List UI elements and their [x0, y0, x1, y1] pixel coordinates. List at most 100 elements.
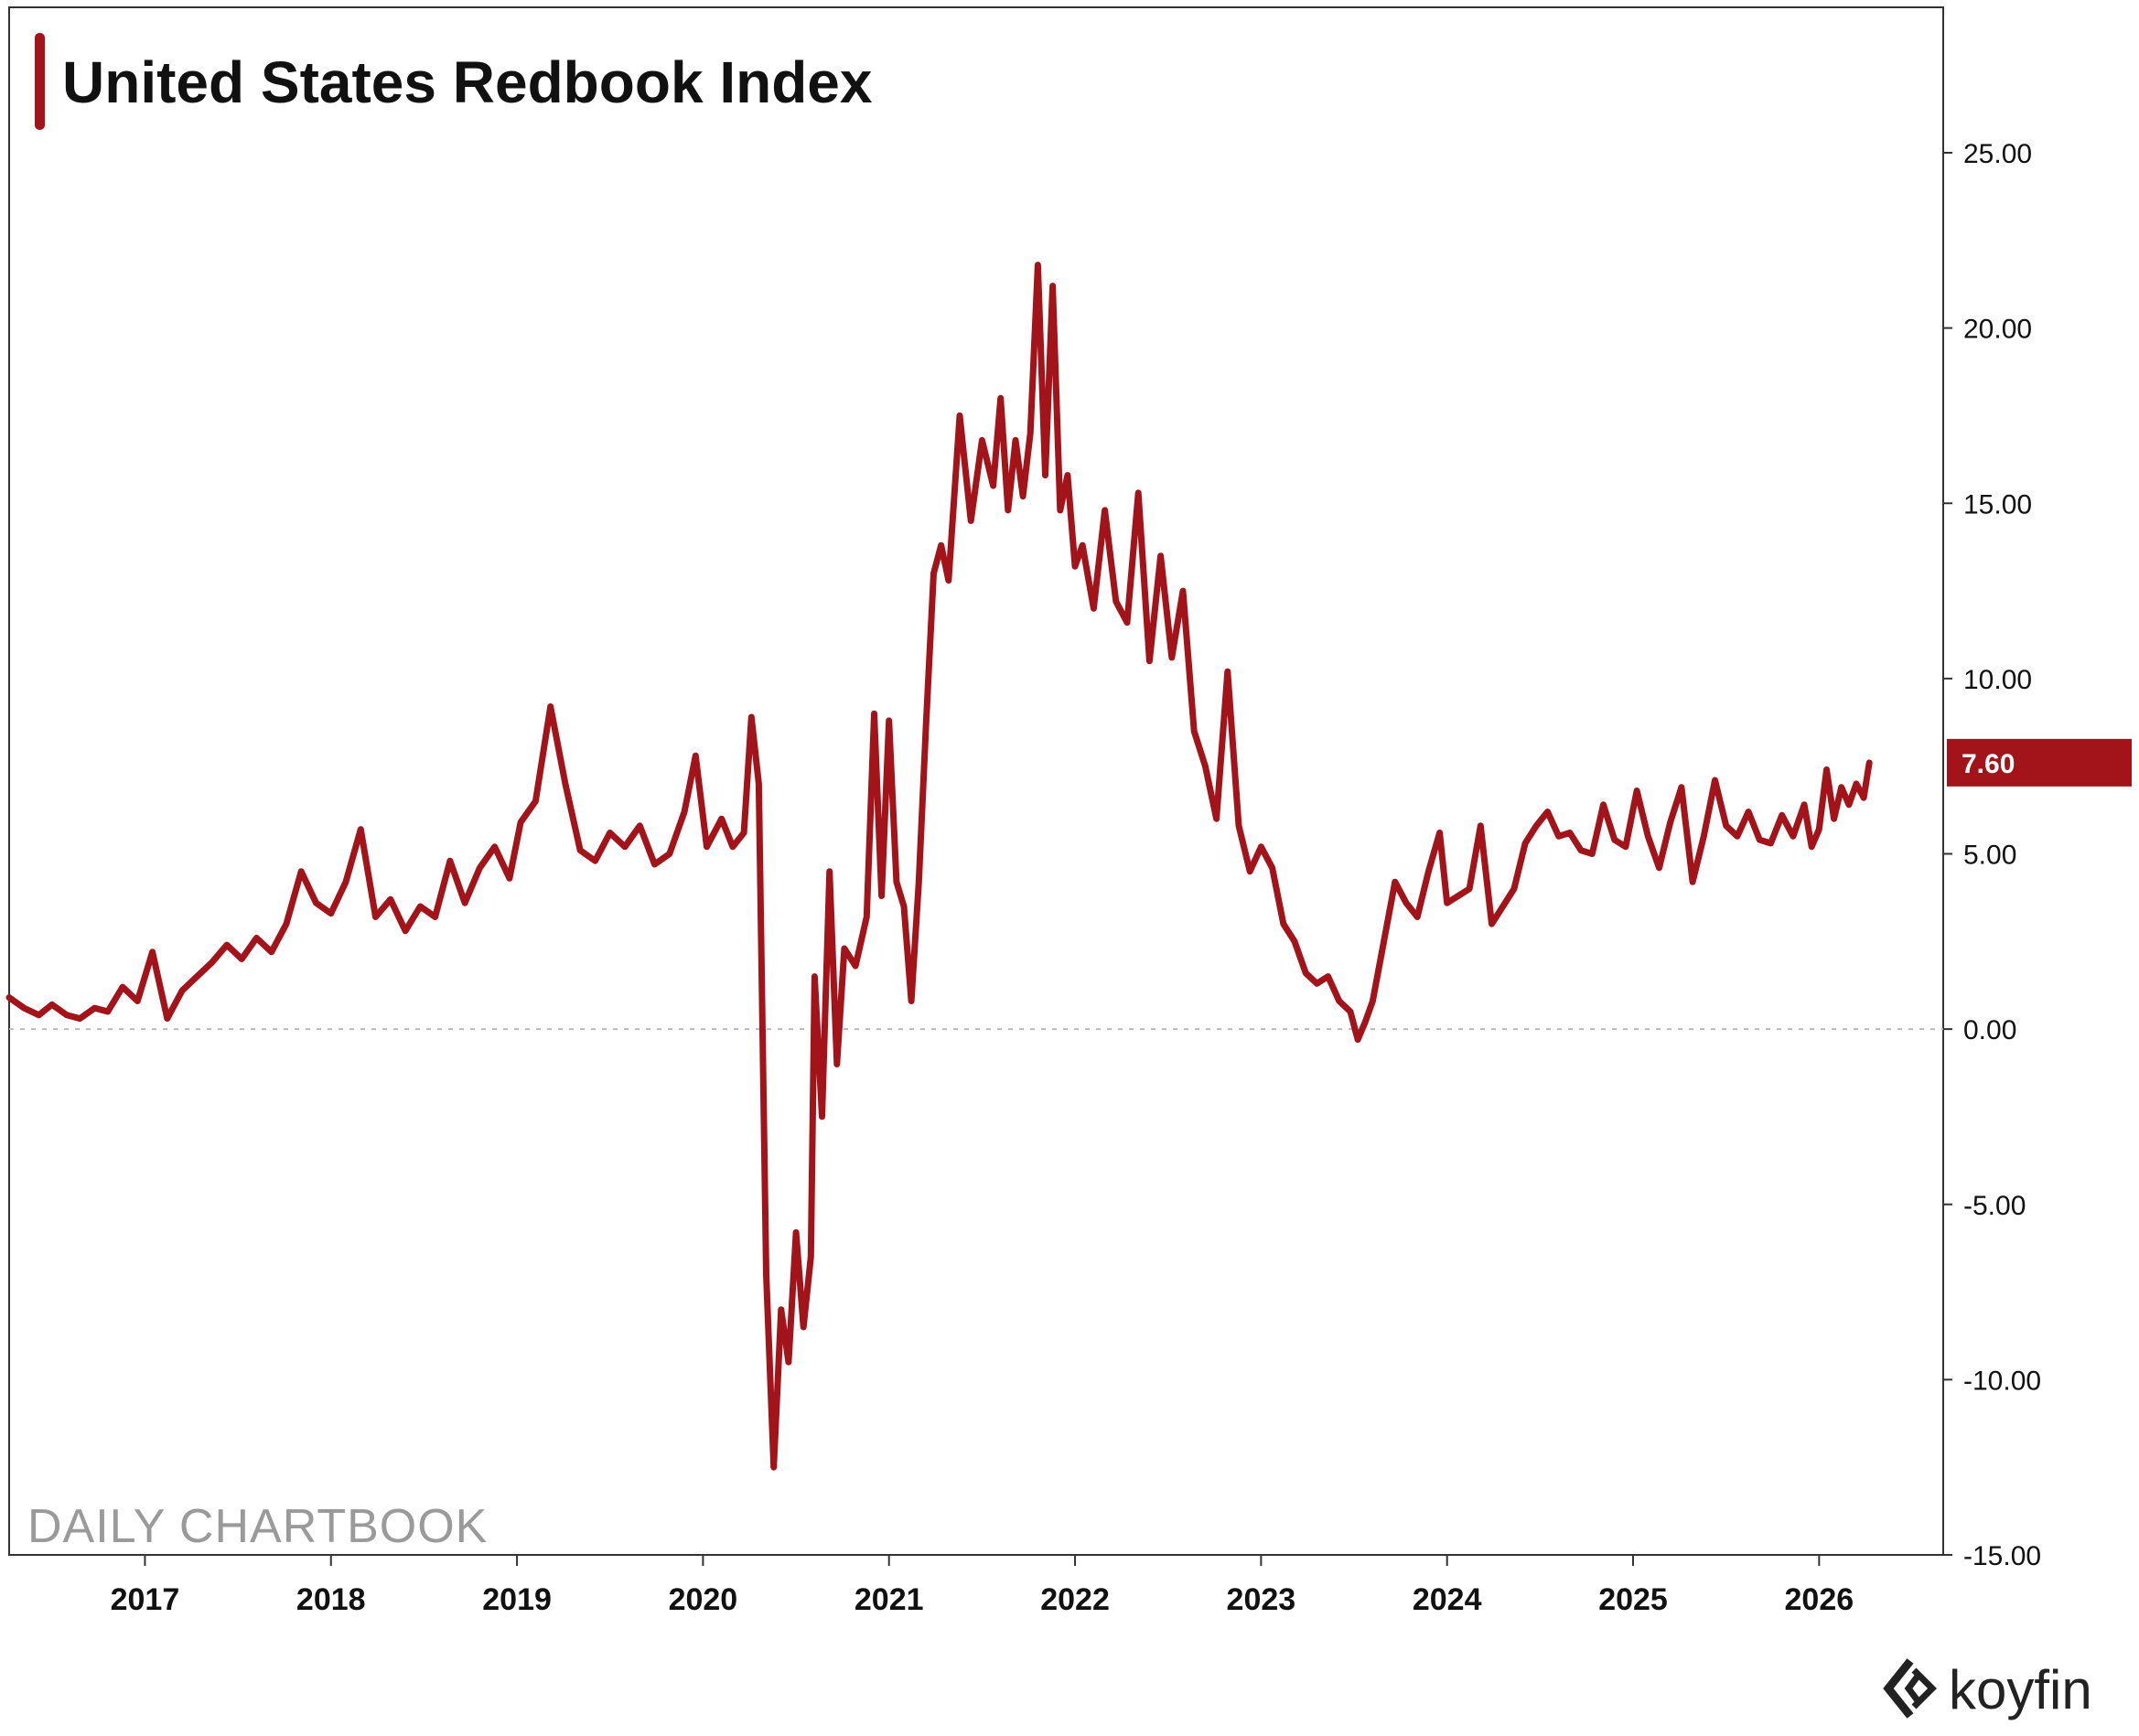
data-point: [609, 832, 611, 833]
data-point: [136, 1001, 138, 1002]
data-point: [211, 961, 213, 963]
data-point: [1446, 902, 1448, 904]
data-point: [1826, 769, 1827, 770]
y-tick-label: 25.00: [1963, 139, 2032, 169]
data-point: [1818, 829, 1820, 830]
last-value-tag: 7.60: [1947, 738, 2132, 787]
data-point: [1468, 888, 1470, 890]
data-point: [888, 720, 890, 722]
data-point: [836, 1064, 838, 1065]
data-point: [970, 520, 972, 521]
data-point: [1137, 492, 1139, 494]
data-point: [1625, 846, 1627, 848]
data-point: [1792, 835, 1794, 837]
data-point: [1193, 730, 1195, 732]
data-point: [1092, 607, 1094, 609]
data-point: [810, 1256, 812, 1258]
data-point: [564, 783, 566, 785]
plot-frame: [8, 6, 1944, 1556]
data-point: [795, 1231, 797, 1233]
data-point: [1479, 825, 1481, 827]
data-point: [1081, 544, 1083, 546]
data-point: [1357, 1039, 1359, 1041]
data-point: [813, 976, 815, 978]
data-point: [1371, 1001, 1373, 1002]
data-point: [1148, 660, 1150, 662]
y-tick-label: 5.00: [1963, 841, 2016, 871]
data-point: [478, 867, 480, 869]
data-point: [38, 1014, 39, 1016]
y-tick-label: 20.00: [1963, 315, 2032, 345]
title-accent-bar: [35, 33, 45, 130]
data-point: [721, 818, 723, 820]
data-point: [1811, 846, 1812, 848]
data-point: [624, 846, 626, 848]
y-tick-label: 15.00: [1963, 489, 2032, 520]
x-tick-label: 2020: [669, 1582, 738, 1617]
data-point: [1272, 867, 1274, 869]
data-point: [1591, 853, 1593, 854]
data-point: [1603, 804, 1604, 806]
data-point: [903, 906, 905, 907]
data-point: [1636, 790, 1638, 791]
data-point: [1558, 835, 1560, 837]
data-point: [802, 1326, 804, 1328]
data-point: [1855, 783, 1857, 785]
data-point: [8, 997, 10, 999]
data-point: [669, 853, 671, 854]
data-point: [865, 916, 867, 917]
data-point: [874, 713, 875, 714]
koyfin-logo-icon: [1883, 1658, 1937, 1719]
x-tick-label: 2024: [1413, 1582, 1482, 1617]
series-points: [8, 264, 1870, 1468]
data-point: [1249, 871, 1251, 873]
data-point: [1513, 888, 1515, 890]
data-point: [550, 706, 552, 707]
data-point: [79, 1018, 81, 1020]
x-tick-label: 2021: [855, 1582, 924, 1617]
data-point: [743, 832, 745, 833]
data-point: [1781, 814, 1783, 816]
data-point: [1115, 601, 1117, 603]
data-point: [1182, 590, 1184, 592]
data-point: [993, 485, 994, 487]
y-axis: 25.00 20.00 15.00 10.00 5.00 0.00 -5.00 -10.00 -…: [1943, 139, 2041, 1571]
x-axis: 2017 2018 2019 2020 2021 2022 2023 2024 2025 2026: [111, 1555, 1854, 1617]
brand-name: koyfin: [1949, 1659, 2092, 1720]
data-point: [1327, 976, 1329, 978]
data-point: [896, 881, 898, 883]
data-point: [1338, 1001, 1340, 1002]
data-point: [1614, 839, 1616, 841]
data-point: [1833, 818, 1835, 820]
data-point: [285, 923, 287, 925]
data-point: [1758, 839, 1760, 841]
data-point: [1349, 1011, 1351, 1013]
x-tick-label: 2017: [111, 1582, 180, 1617]
data-point: [1747, 811, 1749, 812]
data-point: [595, 860, 596, 862]
data-point: [1067, 475, 1069, 477]
data-point: [509, 877, 511, 879]
data-point: [152, 951, 154, 953]
data-point: [494, 846, 496, 848]
data-point: [1405, 902, 1407, 904]
data-point: [959, 414, 961, 416]
data-point: [1045, 475, 1046, 477]
data-point: [1547, 811, 1548, 812]
last-value-box: [1947, 738, 2132, 787]
data-point: [1725, 825, 1727, 827]
data-point: [750, 716, 752, 718]
data-point: [1238, 825, 1240, 827]
data-point: [271, 951, 273, 953]
data-point: [1714, 779, 1715, 781]
data-point: [23, 1007, 25, 1009]
data-point: [1841, 787, 1843, 788]
data-point: [51, 1003, 53, 1005]
data-point: [948, 580, 950, 582]
data-point: [780, 1309, 782, 1311]
data-point: [94, 1007, 95, 1009]
data-point: [1000, 397, 1002, 399]
data-point: [855, 965, 856, 967]
data-point: [1007, 509, 1009, 511]
data-point: [1670, 821, 1671, 823]
